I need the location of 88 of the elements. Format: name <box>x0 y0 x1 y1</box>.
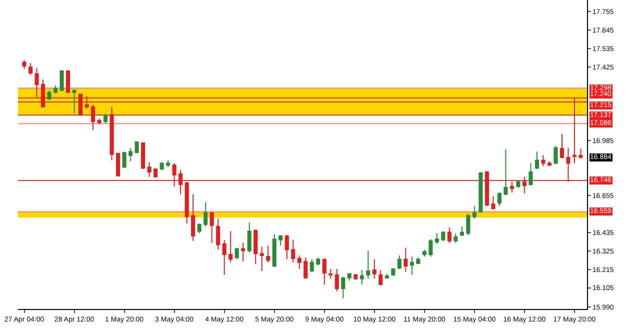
candlestick <box>341 276 346 299</box>
candlestick <box>491 196 496 210</box>
candlestick <box>322 258 326 286</box>
candlestick <box>578 148 583 159</box>
candlestick <box>534 151 540 170</box>
candlestick <box>222 239 226 276</box>
candlestick <box>104 113 108 124</box>
candlestick <box>184 182 189 224</box>
candlestick <box>397 254 402 270</box>
candlestick <box>441 230 446 242</box>
candlestick <box>53 84 58 94</box>
candlestick <box>66 70 70 93</box>
candlestick <box>234 247 239 260</box>
candlestick <box>566 147 570 182</box>
candlestick <box>134 141 139 154</box>
candlestick <box>328 268 333 280</box>
candlestick <box>260 246 264 272</box>
candlestick <box>416 256 420 265</box>
candlestick <box>40 79 46 108</box>
candlestick <box>528 162 533 186</box>
candlestick <box>504 149 508 196</box>
candlestick <box>347 272 352 282</box>
candlestick <box>360 270 364 286</box>
candlestick <box>34 68 39 98</box>
candlestick <box>160 162 164 170</box>
candlestick <box>510 181 514 193</box>
candlestick <box>366 250 370 280</box>
candlestick <box>497 192 502 206</box>
candlestick <box>422 249 426 257</box>
candlestick <box>216 218 220 250</box>
candlestick <box>472 205 476 220</box>
candlestick <box>178 169 183 195</box>
candlestick <box>284 234 289 260</box>
candlestick <box>466 213 470 236</box>
candlestick <box>434 232 439 244</box>
candlestick <box>428 238 433 257</box>
candlestick <box>204 202 208 227</box>
candlestick <box>28 62 33 76</box>
candlestick <box>384 273 389 280</box>
candlestick <box>297 254 302 270</box>
candlestick <box>310 258 314 273</box>
candlestick <box>166 160 170 168</box>
candlestick <box>454 232 458 244</box>
candlestick <box>128 147 133 162</box>
candlestick <box>378 270 383 286</box>
candlestick <box>247 222 252 254</box>
candlestick <box>60 70 64 91</box>
candlestick <box>572 97 577 164</box>
candlestick <box>278 234 283 246</box>
candlestick <box>316 256 320 266</box>
candlestick <box>47 90 52 101</box>
candlestick <box>516 180 520 188</box>
candlestick <box>304 256 308 280</box>
candlestick <box>191 194 196 242</box>
candlestick <box>334 268 339 292</box>
candlestick <box>404 247 408 273</box>
candlestick <box>22 60 26 70</box>
candlestick <box>266 245 270 263</box>
candlestick <box>122 151 126 169</box>
candlestick <box>97 118 102 125</box>
candlestick <box>410 256 414 276</box>
candlestick <box>110 106 114 161</box>
candlestick <box>84 96 89 110</box>
candlestick <box>141 142 146 170</box>
candlestick <box>147 162 152 178</box>
candlestick <box>560 134 564 159</box>
candlestick <box>228 230 233 263</box>
candlestick <box>116 152 120 176</box>
candlestick <box>91 104 96 131</box>
candlestick <box>447 226 452 244</box>
candlestick <box>172 162 176 188</box>
candlestick <box>391 268 396 276</box>
candlestick <box>484 170 489 206</box>
candlestick <box>154 168 158 178</box>
candlestick <box>197 223 202 234</box>
candlestick <box>291 239 296 263</box>
candlestick <box>210 212 214 244</box>
candlestick <box>372 258 376 280</box>
candlestick <box>554 145 558 165</box>
candlestick <box>460 226 464 237</box>
candlestick <box>541 154 546 167</box>
candlestick <box>522 176 526 194</box>
candlestick <box>272 234 276 268</box>
candlestick <box>78 94 83 116</box>
candlestick <box>478 171 483 214</box>
candlestick <box>254 230 258 265</box>
candlestick <box>72 88 76 114</box>
candlestick <box>241 242 246 262</box>
